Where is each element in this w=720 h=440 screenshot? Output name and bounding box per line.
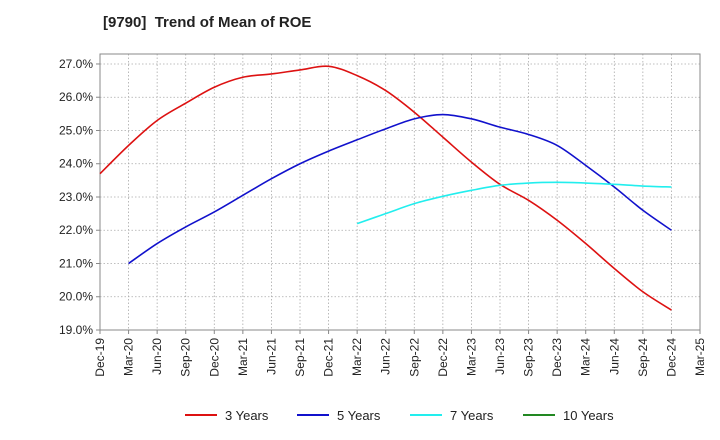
- y-tick-label: 22.0%: [59, 223, 93, 237]
- y-tick-label: 21.0%: [59, 256, 93, 270]
- x-tick-label: Jun-22: [379, 338, 393, 375]
- chart-title: [9790] Trend of Mean of ROE: [103, 14, 312, 31]
- x-tick-label: Mar-25: [693, 338, 707, 376]
- y-tick-label: 27.0%: [59, 57, 93, 71]
- legend-label-5-years: 5 Years: [337, 408, 381, 423]
- plot-frame: [99, 53, 701, 331]
- y-axis: 19.0% 20.0% 21.0% 22.0% 23.0% 24.0% 25.0% 26.0%…: [59, 57, 100, 337]
- x-tick-label: Sep-24: [636, 338, 650, 377]
- x-tick-label: Mar-20: [122, 338, 136, 376]
- x-tick-label: Sep-22: [407, 338, 421, 377]
- x-tick-label: Jun-23: [493, 338, 507, 375]
- y-tick-label: 24.0%: [59, 157, 93, 171]
- y-tick-label: 25.0%: [59, 123, 93, 137]
- x-tick-label: Mar-24: [579, 338, 593, 376]
- x-tick-label: Dec-22: [436, 338, 450, 377]
- y-tick-label: 23.0%: [59, 190, 93, 204]
- x-tick-label: Mar-22: [350, 338, 364, 376]
- x-tick-label: Sep-21: [293, 338, 307, 377]
- x-axis: Dec-19 Mar-20 Jun-20 Sep-20 Dec-20 Mar-21 Jun-…: [93, 330, 707, 377]
- x-tick-label: Sep-23: [522, 338, 536, 377]
- x-tick-label: Mar-23: [464, 338, 478, 376]
- legend: 3 Years 5 Years 7 Years 10 Years: [185, 408, 614, 423]
- y-tick-label: 19.0%: [59, 323, 93, 337]
- x-tick-label: Mar-21: [236, 338, 250, 376]
- x-tick-label: Sep-20: [179, 338, 193, 377]
- x-tick-label: Dec-20: [207, 338, 221, 377]
- series-line-3-years: [99, 65, 672, 311]
- grid-lines: [100, 54, 700, 330]
- legend-label-10-years: 10 Years: [563, 408, 614, 423]
- x-tick-label: Jun-24: [607, 338, 621, 375]
- x-tick-label: Dec-19: [93, 338, 107, 377]
- x-tick-label: Dec-21: [322, 338, 336, 377]
- y-tick-label: 26.0%: [59, 90, 93, 104]
- series-line-5-years: [128, 113, 672, 265]
- series-lines: [99, 65, 672, 311]
- x-tick-label: Dec-24: [664, 338, 678, 377]
- x-tick-label: Jun-20: [150, 338, 164, 375]
- x-tick-label: Jun-21: [264, 338, 278, 375]
- y-tick-label: 20.0%: [59, 290, 93, 304]
- series-line-7-years: [356, 181, 672, 225]
- legend-label-3-years: 3 Years: [225, 408, 269, 423]
- x-tick-label: Dec-23: [550, 338, 564, 377]
- legend-label-7-years: 7 Years: [450, 408, 494, 423]
